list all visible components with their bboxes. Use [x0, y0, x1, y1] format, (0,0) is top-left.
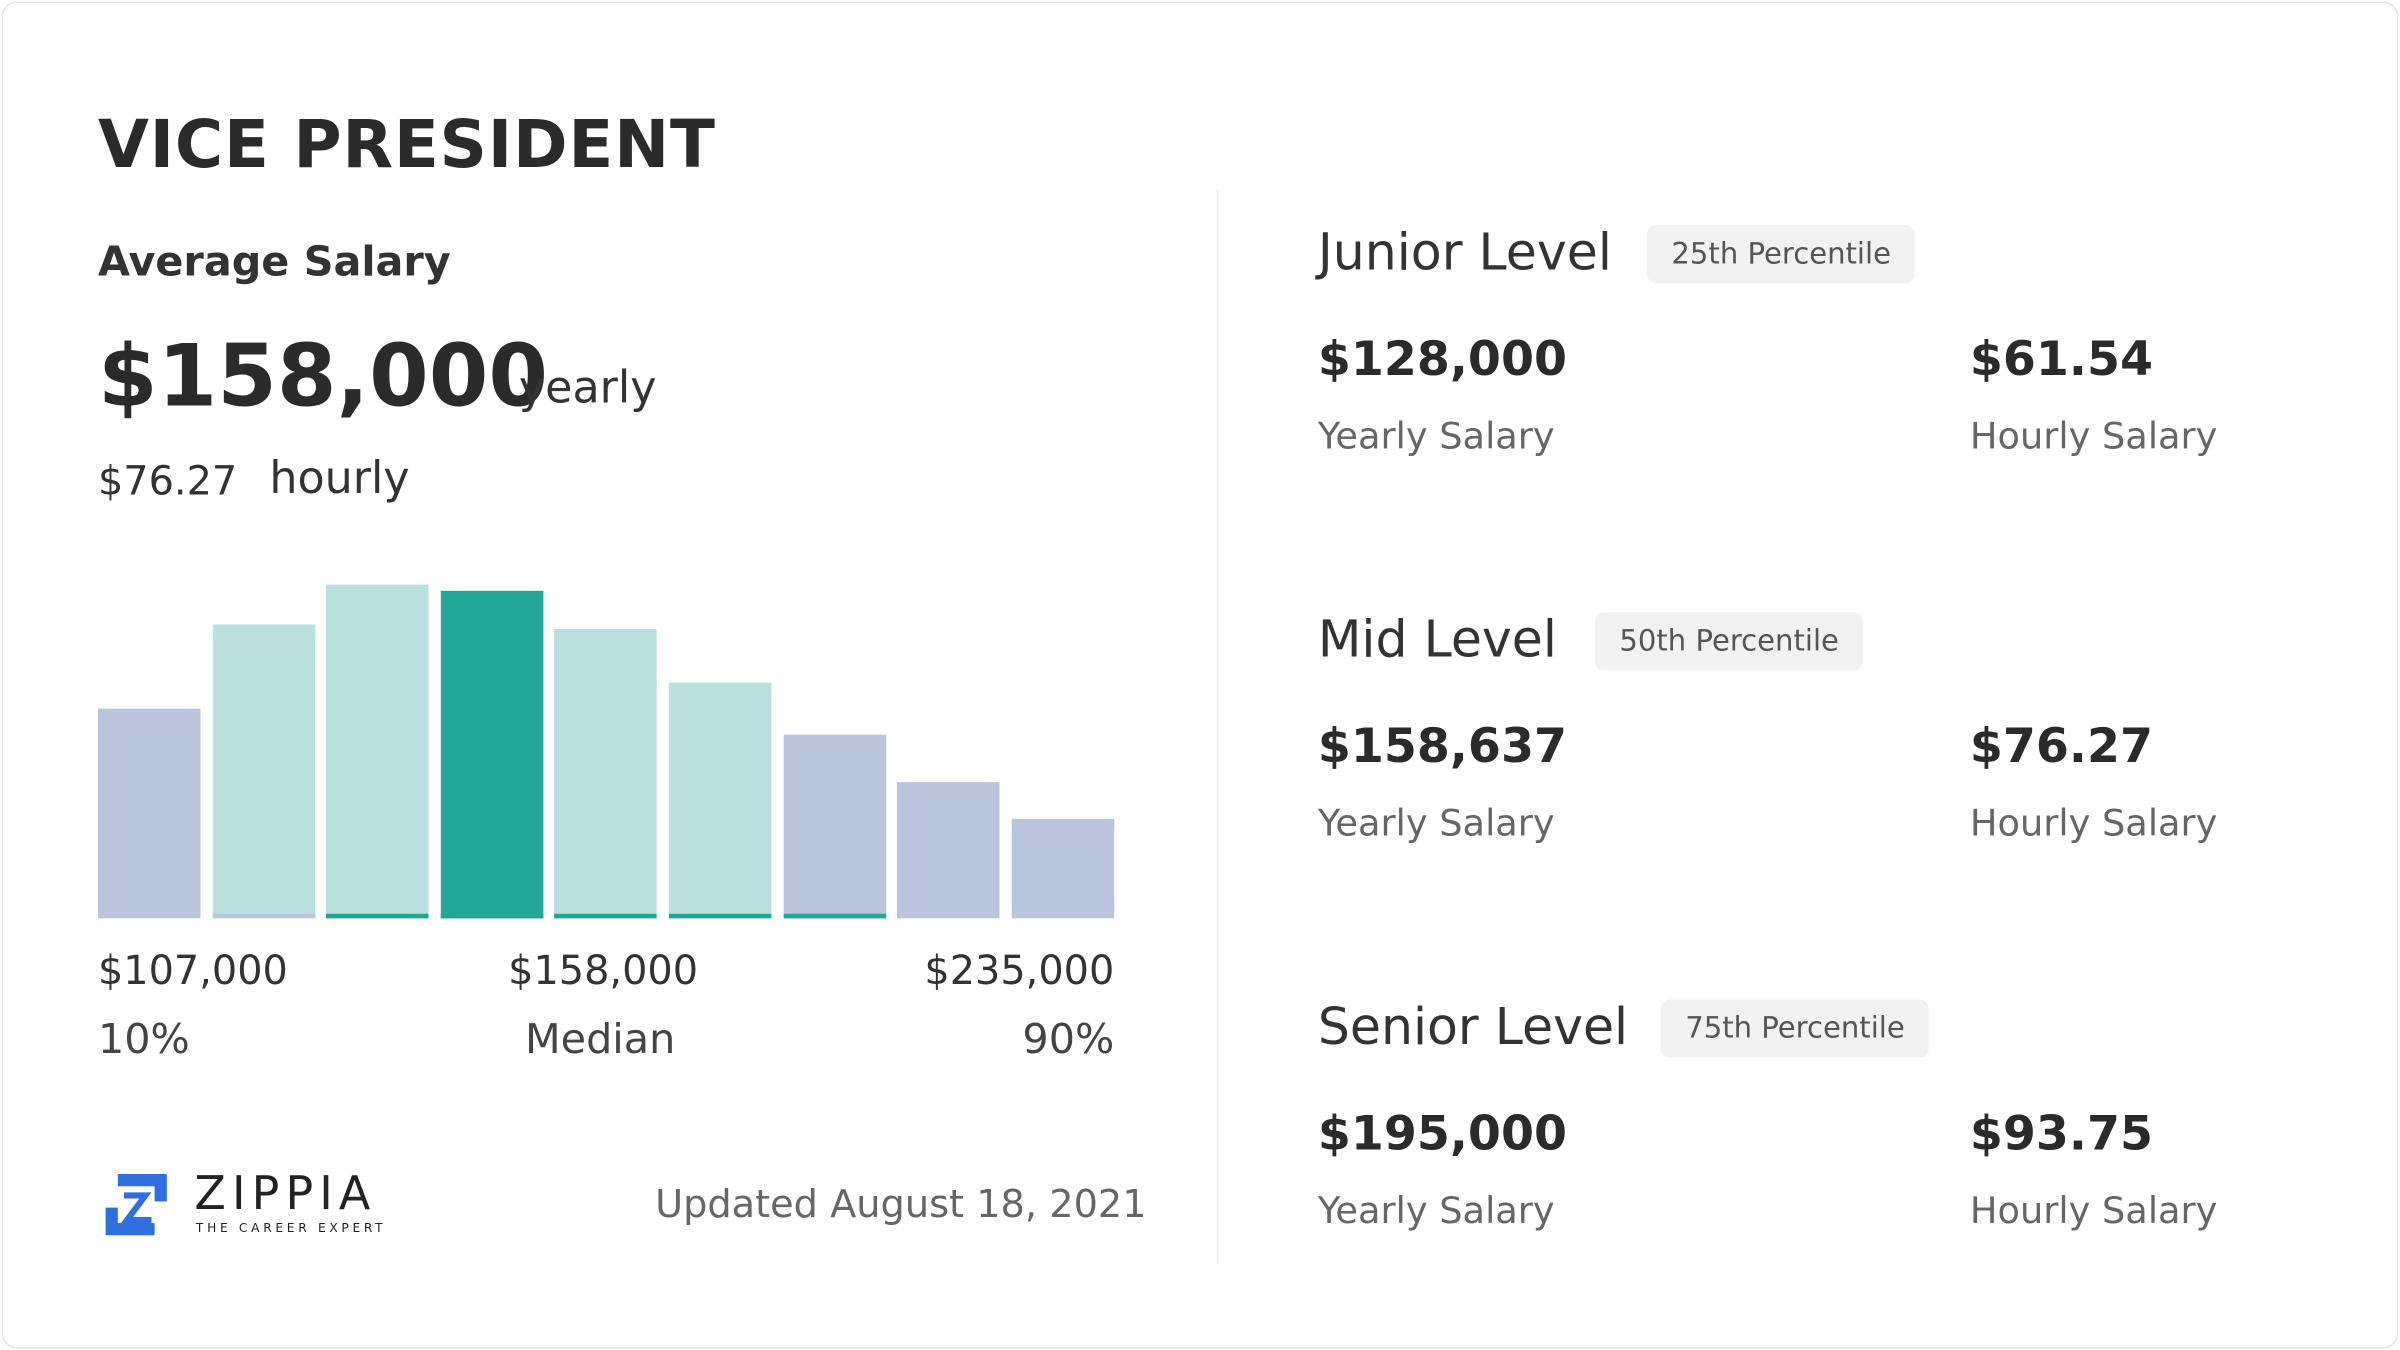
chart-bar-baseline: [554, 913, 658, 919]
chart-bar[interactable]: [97, 708, 201, 919]
senior-yearly-label: Yearly Salary: [1317, 1189, 1555, 1233]
chart-bar[interactable]: [1011, 818, 1114, 919]
mid-percentile-badge: 50th Percentile: [1594, 612, 1864, 671]
hourly-unit: hourly: [269, 451, 410, 504]
junior-yearly-label: Yearly Salary: [1317, 414, 1555, 458]
chart-bar[interactable]: [897, 782, 1000, 919]
mid-yearly-salary: $158,637: [1317, 719, 1567, 775]
updated-date: Updated August 18, 2021: [655, 1181, 1147, 1227]
low-percentile-label: 10%: [97, 1016, 190, 1064]
senior-hourly-label: Hourly Salary: [1969, 1189, 2218, 1233]
mid-hourly-salary: $76.27: [1969, 719, 2154, 775]
chart-bar[interactable]: [783, 734, 886, 919]
chart-bar[interactable]: [440, 590, 544, 919]
mid-yearly-label: Yearly Salary: [1317, 802, 1555, 845]
chart-bar[interactable]: [212, 624, 315, 919]
mid-level-title: Mid Level: [1317, 609, 1557, 669]
high-percentile-label: 90%: [1022, 1016, 1115, 1064]
high-salary-label: $235,000: [924, 948, 1115, 995]
chart-bar[interactable]: [554, 629, 658, 919]
average-salary-label: Average Salary: [97, 238, 451, 287]
mid-hourly-label: Hourly Salary: [1969, 802, 2218, 845]
salary-distribution-chart: [97, 566, 1114, 921]
logo-wordmark: ZIPPIA: [194, 1167, 377, 1222]
junior-yearly-salary: $128,000: [1317, 332, 1567, 388]
average-hourly-salary: $76.27: [97, 459, 238, 506]
yearly-unit: yearly: [518, 361, 657, 414]
senior-hourly-salary: $93.75: [1969, 1106, 2154, 1162]
chart-bar-baseline: [326, 913, 429, 919]
low-salary-label: $107,000: [97, 948, 288, 995]
chart-bar-baseline: [783, 913, 886, 919]
median-caption-label: Median: [524, 1016, 676, 1064]
junior-hourly-label: Hourly Salary: [1969, 414, 2218, 458]
zippia-z-icon: [105, 1173, 167, 1236]
zippia-logo[interactable]: ZIPPIA THE CAREER EXPERT: [103, 1168, 383, 1244]
senior-percentile-badge: 75th Percentile: [1660, 999, 1930, 1058]
chart-bar-baseline: [668, 913, 772, 919]
junior-percentile-badge: 25th Percentile: [1646, 224, 1916, 284]
median-salary-label: $158,000: [508, 948, 699, 995]
senior-yearly-salary: $195,000: [1317, 1106, 1567, 1162]
chart-bar-baseline: [212, 913, 315, 919]
chart-bar-baseline: [440, 913, 544, 919]
logo-tagline: THE CAREER EXPERT: [195, 1221, 387, 1236]
senior-level-title: Senior Level: [1317, 996, 1629, 1057]
page-title: VICE PRESIDENT: [97, 107, 716, 184]
column-divider: [1216, 189, 1219, 1265]
junior-level-title: Junior Level: [1317, 221, 1612, 282]
junior-hourly-salary: $61.54: [1969, 332, 2154, 388]
chart-bar[interactable]: [668, 682, 772, 919]
average-yearly-salary: $158,000: [97, 327, 549, 428]
chart-bar[interactable]: [326, 584, 429, 919]
